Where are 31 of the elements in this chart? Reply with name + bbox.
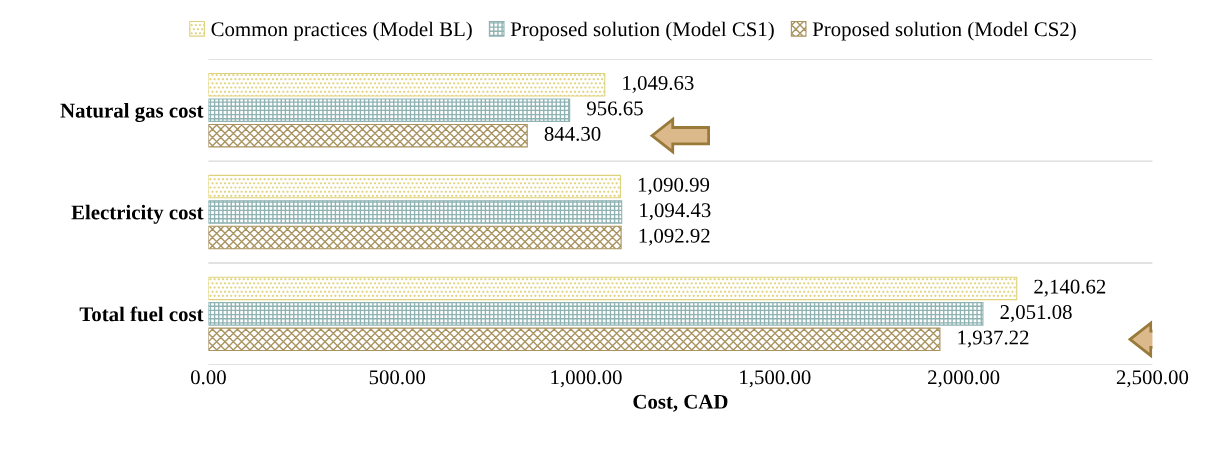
bar	[208, 302, 984, 326]
bar	[208, 72, 606, 97]
y-tick-label: Natural gas cost	[60, 102, 204, 123]
x-tick-label: 500.00	[369, 370, 426, 385]
data-label: 2,051.08	[1000, 305, 1072, 323]
data-label: 2,140.62	[1034, 279, 1106, 297]
data-label: 1,049.63	[623, 75, 694, 93]
bar	[208, 225, 622, 250]
data-label: 1,937.22	[958, 330, 1029, 348]
legend-label: Proposed solution (Model CS2)	[812, 21, 1076, 41]
bar	[208, 174, 621, 199]
bar	[208, 327, 941, 352]
legend-label: Proposed solution (Model CS1)	[510, 21, 774, 41]
bar	[208, 200, 623, 224]
x-tick-label: 2,500.00	[1116, 370, 1189, 388]
data-label: 1,092.92	[639, 228, 710, 246]
data-label: 1,090.99	[638, 177, 710, 195]
y-tick-label: Electricity cost	[71, 204, 204, 224]
data-label: 956.65	[587, 101, 643, 116]
bar	[208, 276, 1018, 301]
bar	[208, 123, 528, 148]
data-label: 844.30	[544, 126, 601, 141]
x-tick-label: 1,000.00	[551, 370, 622, 388]
legend-label: Common practices (Model BL)	[211, 21, 472, 41]
data-label: 1,094.43	[640, 203, 711, 221]
y-tick-label: Total fuel cost	[79, 306, 204, 322]
x-tick-label: 1,500.00	[740, 370, 811, 388]
x-tick-label: 2,000.00	[928, 370, 1000, 388]
x-axis-title: Cost, CAD	[633, 394, 728, 412]
bar	[208, 98, 571, 122]
x-tick-label: 0.00	[190, 370, 226, 385]
